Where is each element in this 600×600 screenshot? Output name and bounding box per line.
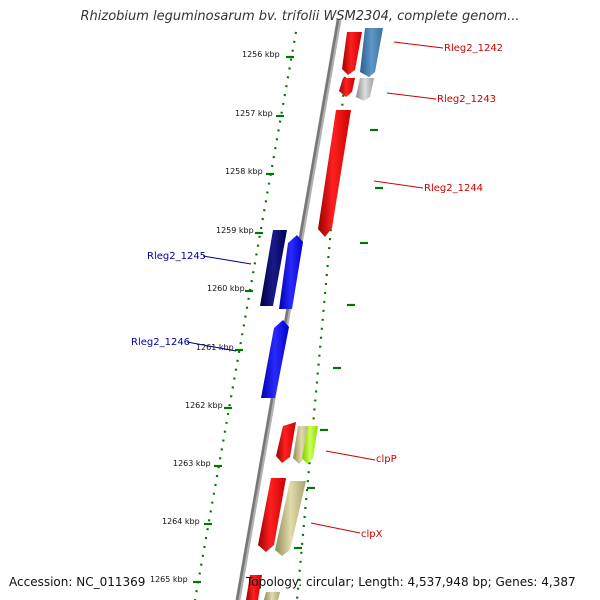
leader-line [386, 92, 437, 100]
gene-label-rleg2-1243[interactable]: Rleg2_1243 [437, 94, 496, 105]
gene-label-rleg2-1244[interactable]: Rleg2_1244 [424, 183, 483, 194]
gene-rleg2-1242-arrow [342, 32, 362, 75]
gene-navy-arrow [260, 230, 287, 306]
tick-label: 1257 kbp [235, 109, 273, 118]
gene-label-clpx[interactable]: clpX [361, 529, 383, 540]
tick-label: 1265 kbp [150, 575, 188, 584]
tick-label: 1258 kbp [225, 167, 263, 176]
tick-label: 1264 kbp [162, 517, 200, 526]
leader-line [186, 341, 237, 352]
tick-label: 1262 kbp [185, 401, 223, 410]
gene-rleg2-1246-arrow [261, 320, 289, 398]
gene-clpx-arrow [275, 481, 306, 556]
tick-label: 1263 kbp [173, 459, 211, 468]
gene-rleg2-1243-arrow [356, 78, 374, 101]
map-title: Rhizobium leguminosarum bv. trifolii WSM… [80, 9, 520, 24]
tick-label: 1259 kbp [216, 226, 254, 235]
leader-line [393, 41, 444, 49]
genome-info-text: Topology: circular; Length: 4,537,948 bp… [246, 575, 576, 589]
leader-line [310, 522, 361, 534]
gene-label-clpp[interactable]: clpP [376, 454, 397, 465]
gene-clpx-red-arrow [258, 478, 286, 552]
tick-label: 1256 kbp [242, 50, 280, 59]
tick-dotted-line-left [193, 31, 298, 600]
gene-clpp-red-arrow [276, 422, 296, 463]
gene-olive-partial [264, 592, 280, 600]
gene-red-partial [246, 575, 262, 600]
gene-rleg2-1245-arrow [279, 235, 303, 309]
leader-line [202, 255, 252, 265]
gene-label-rleg2-1246[interactable]: Rleg2_1246 [131, 337, 190, 348]
gene-label-rleg2-1242[interactable]: Rleg2_1242 [444, 43, 503, 54]
gene-label-rleg2-1245[interactable]: Rleg2_1245 [147, 251, 206, 262]
leader-line [373, 180, 424, 189]
accession-text: Accession: NC_011369 [9, 575, 146, 589]
gene-steel-arrow [360, 28, 383, 77]
genome-backbone [235, 19, 340, 600]
tick-label: 1260 kbp [207, 284, 245, 293]
gene-clpp-olive-arrow [293, 426, 310, 464]
gene-red-small-arrow [339, 78, 355, 97]
leader-line [325, 450, 376, 461]
gene-rleg2-1244-arrow [318, 110, 351, 237]
gene-clpp-arrow [302, 426, 318, 464]
